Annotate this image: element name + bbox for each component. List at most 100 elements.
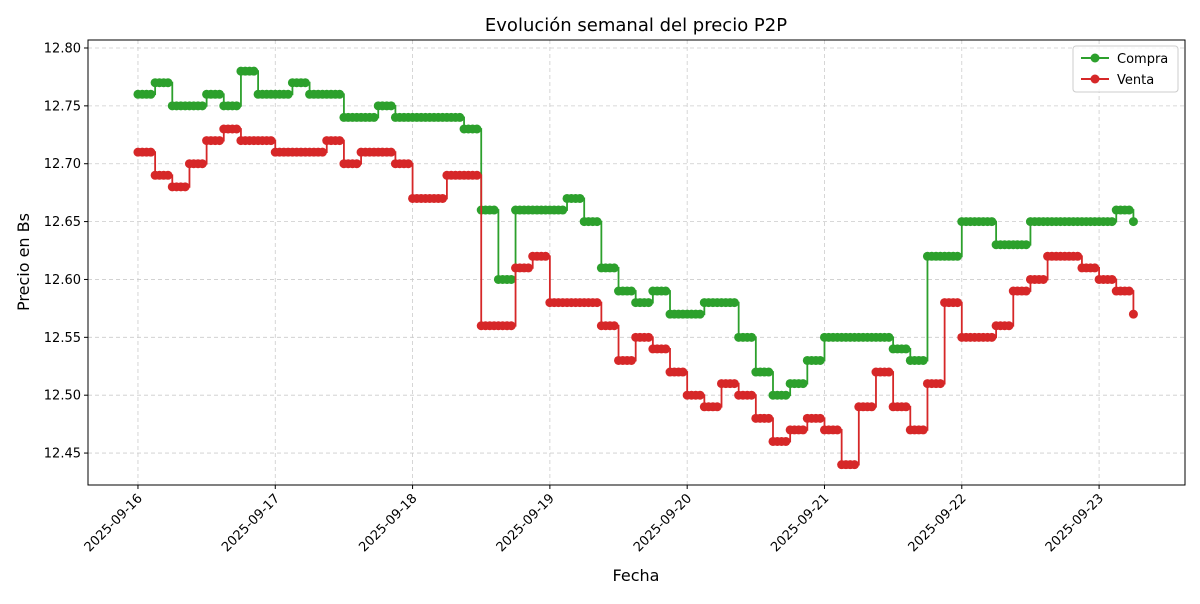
y-axis-label: Precio en Bs (14, 213, 33, 311)
data-point-filler (695, 309, 705, 319)
data-point-filler (386, 101, 396, 111)
data-point-filler (747, 332, 757, 342)
legend-label-compra: Compra (1117, 52, 1168, 67)
data-point-filler (729, 298, 739, 308)
data-point-filler (300, 78, 310, 88)
data-point-filler (592, 217, 602, 227)
data-point-filler (403, 159, 413, 169)
data-point-filler (472, 170, 482, 180)
data-point-filler (918, 425, 928, 435)
data-point-filler (832, 425, 842, 435)
x-axis-label: Fecha (613, 566, 660, 585)
data-point-filler (335, 89, 345, 99)
data-point-filler (918, 355, 928, 365)
data-point-filler (764, 367, 774, 377)
data-point-filler (163, 78, 173, 88)
legend-marker-compra (1090, 53, 1100, 63)
data-point-filler (1004, 321, 1014, 331)
data-point-filler (661, 344, 671, 354)
data-point-filler (626, 355, 636, 365)
data-point-filler (884, 332, 894, 342)
data-point-filler (1038, 274, 1048, 284)
data-point-filler (1021, 286, 1031, 296)
data-point-filler (232, 124, 242, 134)
data-point-filler (798, 379, 808, 389)
data-point-filler (644, 298, 654, 308)
data-point-filler (558, 205, 568, 215)
data-point-filler (609, 263, 619, 273)
data-point-filler (1107, 274, 1117, 284)
data-point-filler (1107, 217, 1117, 227)
data-point-filler (146, 147, 156, 157)
data-point-filler (197, 159, 207, 169)
data-point-filler (764, 413, 774, 423)
data-point-filler (232, 101, 242, 111)
data-point-filler (146, 89, 156, 99)
y-tick-label: 12.55 (44, 331, 81, 346)
data-point-filler (575, 193, 585, 203)
data-point-filler (1073, 251, 1083, 261)
data-point-filler (1090, 263, 1100, 273)
data-point-filler (850, 460, 860, 470)
data-point-filler (317, 147, 327, 157)
data-point-filler (455, 112, 465, 122)
data-point-filler (369, 112, 379, 122)
series-layer (133, 66, 1138, 470)
data-point-filler (815, 355, 825, 365)
data-point-filler (747, 390, 757, 400)
data-point-filler (352, 159, 362, 169)
data-point-filler (729, 379, 739, 389)
data-point-filler (661, 286, 671, 296)
data-point-filler (678, 367, 688, 377)
data-point-filler (386, 147, 396, 157)
y-tick-label: 12.80 (44, 41, 81, 56)
data-point-filler (952, 251, 962, 261)
data-point (1128, 217, 1138, 227)
data-point-filler (506, 274, 516, 284)
data-point-filler (592, 298, 602, 308)
data-point-filler (438, 193, 448, 203)
data-point-filler (609, 321, 619, 331)
data-point-filler (644, 332, 654, 342)
data-point-filler (884, 367, 894, 377)
data-point-filler (867, 402, 877, 412)
data-point-filler (214, 136, 224, 146)
data-point-filler (987, 217, 997, 227)
series-venta (133, 124, 1138, 470)
data-point-filler (214, 89, 224, 99)
data-point-filler (335, 136, 345, 146)
data-point-filler (1124, 205, 1134, 215)
y-tick-label: 12.50 (44, 389, 81, 404)
y-axis: 12.45 12.50 12.55 12.60 12.65 12.70 12.75 12.80 (44, 41, 88, 462)
data-point-filler (987, 332, 997, 342)
y-tick-label: 12.60 (44, 273, 81, 288)
data-point-filler (506, 321, 516, 331)
data-point-filler (180, 182, 190, 192)
data-point-filler (541, 251, 551, 261)
data-point-filler (472, 124, 482, 134)
data-point-filler (489, 205, 499, 215)
data-point-filler (815, 413, 825, 423)
y-tick-label: 12.70 (44, 157, 81, 172)
legend: Compra Venta (1072, 45, 1179, 93)
legend-marker-venta (1090, 74, 1100, 84)
data-point-filler (626, 286, 636, 296)
data-point-filler (798, 425, 808, 435)
data-point (1128, 309, 1138, 319)
data-point-filler (901, 402, 911, 412)
data-point-filler (712, 402, 722, 412)
data-point-filler (1124, 286, 1134, 296)
data-point-filler (163, 170, 173, 180)
grid (88, 40, 1185, 485)
data-point-filler (283, 89, 293, 99)
data-point-filler (935, 379, 945, 389)
data-point-filler (781, 436, 791, 446)
plot-frame (87, 39, 1186, 486)
data-point-filler (266, 136, 276, 146)
data-point-filler (695, 390, 705, 400)
series-compra (133, 66, 1138, 400)
data-point-filler (952, 298, 962, 308)
data-point-filler (249, 66, 259, 76)
